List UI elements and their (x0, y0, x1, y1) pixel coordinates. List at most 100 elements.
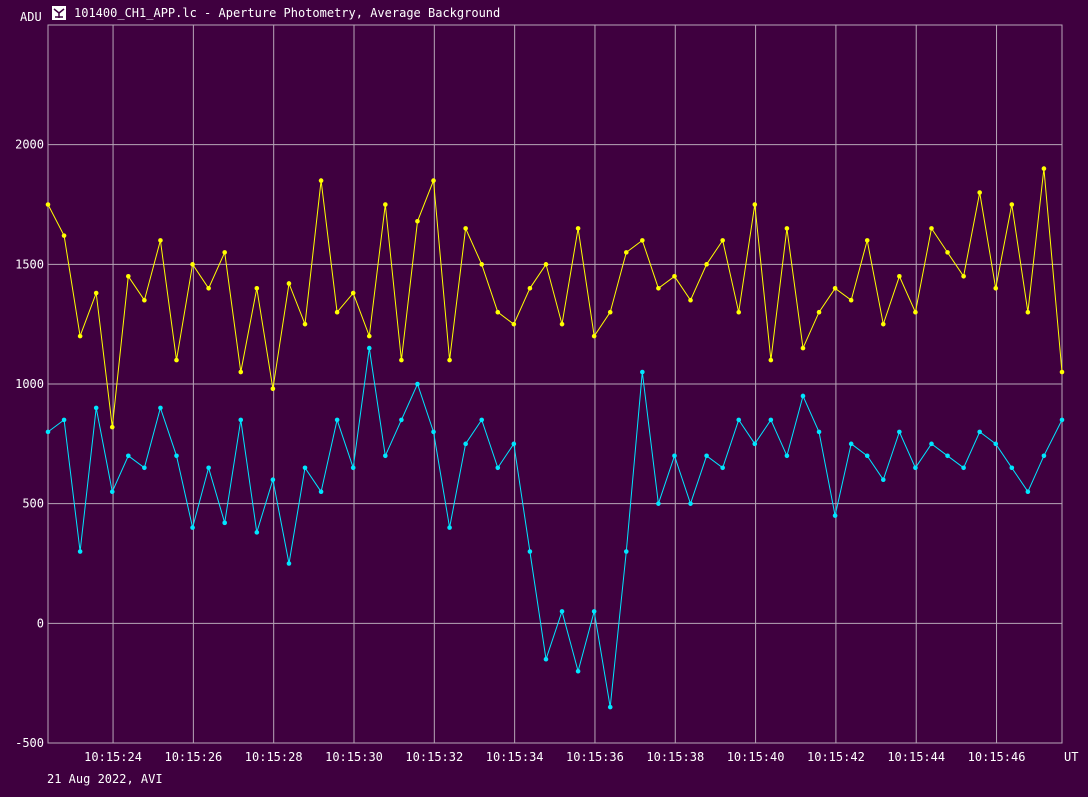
data-point (543, 656, 549, 662)
data-point (993, 441, 999, 447)
data-point (447, 525, 452, 530)
data-point (302, 465, 308, 471)
data-point (334, 309, 340, 315)
data-point (61, 417, 67, 423)
x-axis-unit-label: UT (1064, 750, 1078, 764)
data-point (623, 549, 629, 554)
data-point (752, 202, 758, 207)
data-point (93, 290, 99, 296)
data-point (366, 333, 372, 339)
data-point (142, 465, 147, 471)
data-point (174, 357, 179, 363)
data-point (495, 309, 501, 315)
data-point (913, 309, 918, 315)
data-point (848, 297, 854, 303)
x-tick-label: 10:15:46 (968, 750, 1026, 764)
data-point (415, 218, 420, 224)
data-point (864, 453, 870, 459)
y-axis-unit-label: ADU (20, 10, 42, 24)
data-point (1025, 309, 1031, 315)
data-point (575, 668, 581, 674)
data-point (961, 465, 966, 471)
data-point (318, 489, 324, 495)
data-point (704, 262, 709, 267)
y-tick-label: 1500 (15, 257, 44, 271)
data-point (270, 477, 276, 483)
data-point (254, 285, 260, 291)
data-point (109, 424, 115, 430)
x-tick-label: 10:15:40 (727, 750, 785, 764)
y-tick-label: 500 (22, 497, 44, 511)
series-2 (45, 345, 1065, 710)
data-point (77, 333, 83, 339)
data-point (350, 290, 356, 296)
data-point (623, 250, 629, 255)
data-point (977, 429, 982, 435)
data-point (720, 238, 725, 243)
data-point (656, 501, 661, 506)
data-point (109, 489, 115, 495)
y-tick-label: 2000 (15, 138, 44, 152)
data-point (945, 453, 950, 459)
title-bar: 101400_CH1_APP.lc - Aperture Photometry,… (52, 4, 500, 22)
data-point (832, 285, 838, 291)
data-point (222, 520, 227, 526)
data-point (864, 238, 870, 243)
plot-frame (47, 24, 1063, 744)
data-point (45, 202, 51, 207)
data-point (897, 274, 902, 279)
data-point (913, 465, 918, 471)
data-point (158, 238, 163, 243)
data-point (784, 453, 790, 459)
window-title: 101400_CH1_APP.lc - Aperture Photometry,… (74, 6, 501, 20)
data-point (286, 561, 292, 566)
data-point (334, 417, 340, 423)
data-point (1059, 369, 1065, 375)
data-point (945, 250, 950, 255)
data-point (704, 453, 709, 459)
data-point (222, 250, 227, 255)
data-point (736, 309, 742, 315)
data-point (527, 285, 533, 291)
data-point (607, 704, 613, 710)
data-point (45, 429, 51, 435)
data-point (383, 453, 388, 459)
data-point (399, 417, 404, 423)
x-tick-label: 10:15:38 (646, 750, 704, 764)
data-point (1059, 417, 1065, 423)
lightcurve-app-icon[interactable] (52, 6, 66, 20)
axis-labels: -500 0 500 1000 1500 2000 10:15:24 10:15:26 10:1… (15, 138, 1025, 764)
data-point (880, 477, 886, 483)
data-point (800, 345, 806, 351)
data-point (431, 178, 436, 183)
data-point (511, 321, 517, 327)
data-point (254, 530, 260, 535)
data-point (816, 429, 822, 435)
data-point (656, 285, 661, 291)
data-point (929, 441, 934, 447)
data-point (688, 501, 693, 506)
data-point (61, 233, 67, 238)
data-point (158, 405, 163, 411)
x-tick-label: 10:15:30 (325, 750, 383, 764)
data-point (174, 453, 179, 459)
data-point (1009, 202, 1015, 207)
data-point (768, 357, 774, 363)
data-point (479, 262, 485, 267)
plot-frame-border (47, 24, 1063, 744)
data-point (206, 465, 211, 471)
data-point (800, 393, 806, 399)
data-point (463, 441, 468, 447)
data-point (575, 226, 581, 231)
data-point (672, 274, 677, 279)
data-point (993, 285, 999, 291)
data-point (832, 513, 838, 518)
data-point (559, 609, 565, 614)
data-point (640, 238, 645, 243)
data-point (142, 297, 147, 303)
data-point (736, 417, 742, 423)
data-point (126, 274, 131, 279)
data-point (431, 429, 436, 435)
